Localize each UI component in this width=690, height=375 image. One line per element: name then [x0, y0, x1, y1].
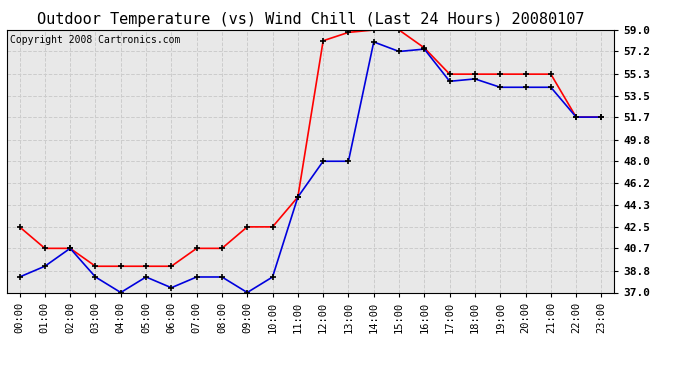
Title: Outdoor Temperature (vs) Wind Chill (Last 24 Hours) 20080107: Outdoor Temperature (vs) Wind Chill (Las… [37, 12, 584, 27]
Text: Copyright 2008 Cartronics.com: Copyright 2008 Cartronics.com [10, 35, 180, 45]
